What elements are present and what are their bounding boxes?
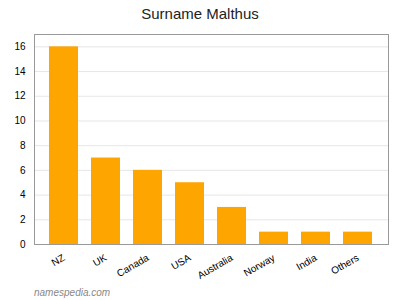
html-text:Surname Malthus: Surname Malthus bbox=[141, 5, 259, 22]
svg-text:6: 6 bbox=[20, 165, 26, 176]
svg-text:Norway: Norway bbox=[242, 252, 277, 278]
svg-text:8: 8 bbox=[20, 140, 26, 151]
svg-text:14: 14 bbox=[14, 66, 26, 77]
svg-text:Others: Others bbox=[329, 252, 360, 277]
svg-text:NZ: NZ bbox=[50, 252, 67, 268]
svg-text:Canada: Canada bbox=[115, 252, 151, 279]
svg-text:10: 10 bbox=[14, 115, 26, 126]
svg-text:2: 2 bbox=[20, 214, 26, 225]
svg-text:0: 0 bbox=[20, 239, 26, 250]
svg-text:USA: USA bbox=[169, 252, 193, 272]
svg-text:12: 12 bbox=[14, 90, 26, 101]
svg-text:UK: UK bbox=[91, 252, 109, 269]
svg-text:16: 16 bbox=[14, 41, 26, 52]
svg-text:4: 4 bbox=[20, 189, 26, 200]
svg-text:India: India bbox=[294, 252, 319, 273]
html-text:namespedia.com: namespedia.com bbox=[34, 287, 111, 298]
svg-text:Australia: Australia bbox=[195, 252, 235, 281]
